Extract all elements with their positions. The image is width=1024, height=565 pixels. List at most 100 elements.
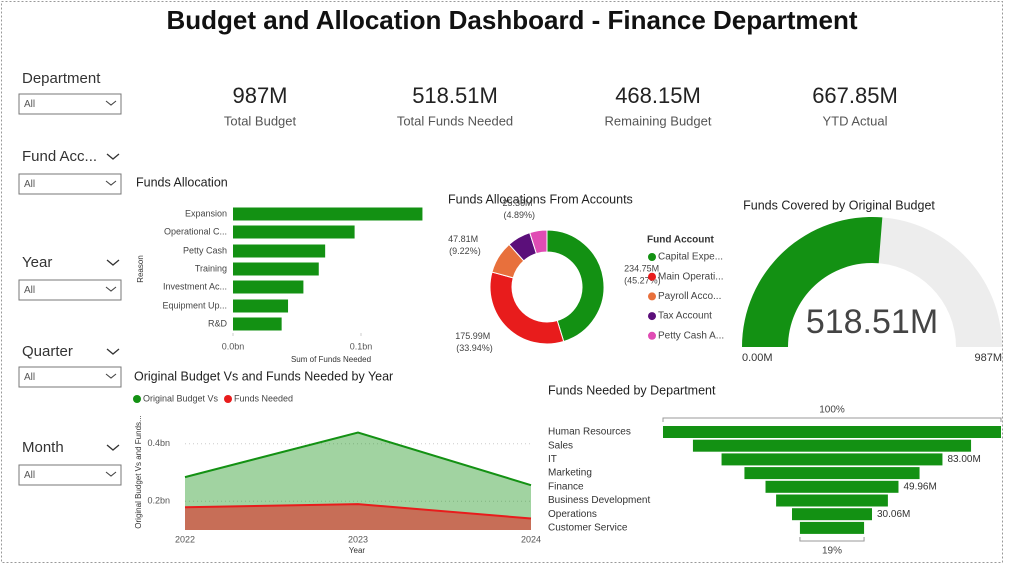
chart-title: Original Budget Vs and Funds Needed by Y… — [134, 369, 393, 383]
slicer-expand[interactable] — [106, 348, 120, 355]
data-label: 47.81M (9.22%) — [448, 234, 481, 256]
category-label: Finance — [548, 481, 584, 492]
gauge-fill — [742, 217, 883, 347]
data-label-line: 234.75M — [624, 264, 662, 274]
x-tick-label: 0.1bn — [350, 341, 373, 351]
chart-title: Funds Allocations From Accounts — [448, 192, 633, 206]
slicer-expand[interactable] — [106, 153, 120, 160]
frame — [1, 1, 1003, 563]
slicer-value: All — [24, 372, 35, 383]
slicer-dropdown[interactable] — [18, 279, 122, 301]
category-label: Expansion — [185, 208, 227, 218]
legend-label: Main Operati... — [658, 271, 724, 282]
dropdown-chevron — [105, 180, 117, 186]
legend-label: Capital Expe... — [658, 252, 723, 263]
x-tick-label: 2024 — [521, 534, 541, 544]
dashboard-title: Budget and Allocation Dashboard - Financ… — [167, 5, 858, 35]
y-axis-label: Original Budget Vs and Funds... — [134, 415, 143, 528]
slicer-dropdown[interactable] — [18, 173, 122, 195]
gauge-max: 987M — [974, 352, 1002, 364]
category-label: Investment Ac... — [163, 281, 227, 291]
category-label: Customer Service — [548, 523, 628, 534]
category-label: Business Development — [548, 495, 650, 506]
y-tick-label: 0.2bn — [147, 496, 170, 506]
legend-label: Payroll Acco... — [658, 291, 721, 302]
area-fill — [185, 504, 531, 530]
bar — [233, 225, 355, 239]
data-label-line: 25.36M — [503, 198, 536, 208]
gauge-value: 518.51M — [806, 303, 938, 341]
y-axis-label: Reason — [136, 255, 145, 283]
funnel-bottom-bracket — [799, 537, 865, 542]
legend-swatch — [648, 331, 656, 340]
chart-title: Funds Allocation — [136, 175, 228, 189]
x-tick-label: 0.0bn — [222, 341, 245, 351]
kpi-value: 468.15M — [615, 83, 701, 108]
donut-slice — [529, 229, 548, 255]
legend-swatch — [648, 272, 656, 281]
kpi-label: Total Budget — [224, 113, 297, 128]
slicer-label: Year — [22, 254, 52, 271]
chart-title: Funds Covered by Original Budget — [743, 198, 935, 212]
slicer-expand[interactable] — [106, 259, 120, 266]
legend-label: Original Budget Vs — [143, 393, 219, 403]
chart-title: Funds Needed by Department — [548, 383, 716, 397]
kpi-label: Total Funds Needed — [397, 113, 513, 128]
legend-label: Tax Account — [658, 311, 712, 322]
gauge-min: 0.00M — [742, 352, 773, 364]
legend-title: Fund Account — [647, 235, 715, 246]
legend-swatch — [133, 395, 141, 403]
slicer-dropdown[interactable] — [18, 366, 122, 388]
category-label: Equipment Up... — [162, 300, 227, 310]
slicer-label: Fund Acc... — [22, 148, 97, 165]
kpi-label: Remaining Budget — [605, 113, 712, 128]
category-label: Training — [195, 263, 227, 273]
funnel-bar — [799, 521, 865, 534]
data-label-line: (45.27%) — [624, 276, 661, 286]
bar — [233, 280, 304, 294]
category-label: Operational C... — [164, 226, 227, 236]
slicer-dropdown[interactable] — [18, 464, 122, 486]
bar — [233, 244, 326, 258]
category-label: Petty Cash — [183, 245, 227, 255]
data-label: 175.99M (33.94%) — [455, 331, 493, 353]
data-label: 234.75M (45.27%) — [624, 264, 662, 286]
funnel-bottom-percent: 19% — [822, 546, 842, 557]
funnel-bar — [721, 453, 943, 466]
category-label: Operations — [548, 509, 597, 520]
bar — [233, 207, 423, 221]
funnel-bar — [692, 439, 972, 452]
slicer-value: All — [24, 99, 35, 110]
bar — [233, 299, 289, 313]
slicer-expand[interactable] — [106, 444, 120, 451]
legend-swatch — [648, 253, 656, 261]
legend-swatch — [224, 395, 232, 403]
y-tick-label: 0.4bn — [147, 438, 170, 448]
donut-slice — [489, 271, 565, 345]
slicer-dropdown[interactable] — [18, 93, 122, 115]
funnel-bar — [776, 494, 888, 507]
kpi-value: 518.51M — [412, 83, 498, 108]
bar — [233, 317, 282, 331]
funnel-bar — [663, 426, 1001, 438]
data-label-line: (4.89%) — [504, 210, 536, 220]
kpi-label: YTD Actual — [822, 113, 887, 128]
funnel-top-bracket — [662, 417, 1002, 422]
category-label: Human Resources — [548, 427, 631, 438]
data-label: 49.96M — [903, 481, 936, 492]
funnel-bar — [765, 480, 899, 493]
funnel-top-percent: 100% — [819, 405, 845, 416]
category-label: IT — [548, 454, 557, 465]
area-line — [184, 431, 532, 487]
x-axis-label: Sum of Funds Needed — [291, 355, 371, 364]
legend-swatch — [648, 292, 656, 301]
slicer-value: All — [24, 470, 35, 481]
data-label: 30.06M — [877, 509, 910, 520]
data-label: 83.00M — [947, 454, 980, 465]
dropdown-chevron — [105, 471, 117, 477]
category-label: Sales — [548, 440, 573, 451]
area-line — [184, 503, 532, 520]
slicer-label: Quarter — [22, 343, 73, 360]
